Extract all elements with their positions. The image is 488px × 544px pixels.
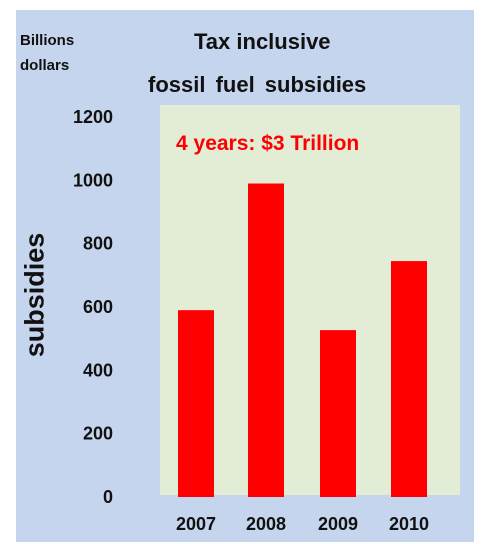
bar-2007 — [178, 310, 214, 497]
bar-2010 — [391, 261, 427, 497]
y-tick-label-200: 200 — [83, 424, 113, 444]
y-tick-label-400: 400 — [83, 360, 113, 380]
x-tick-label-2009: 2009 — [318, 514, 358, 534]
bar-2008 — [248, 183, 284, 497]
chart-title-line-1: Tax inclusive — [194, 29, 331, 54]
units-label-line-2: dollars — [20, 57, 70, 74]
y-tick-label-1200: 1200 — [73, 107, 113, 127]
chart-title-line-2: fossil fuel subsidies — [148, 72, 367, 97]
bar-2009 — [320, 330, 356, 497]
y-tick-label-600: 600 — [83, 297, 113, 317]
y-tick-label-0: 0 — [103, 487, 113, 507]
y-tick-label-800: 800 — [83, 234, 113, 254]
x-tick-label-2010: 2010 — [389, 514, 429, 534]
x-tick-label-2007: 2007 — [176, 514, 216, 534]
y-tick-label-1000: 1000 — [73, 170, 113, 190]
x-tick-label-2008: 2008 — [246, 514, 286, 534]
annotation-total: 4 years: $3 Trillion — [176, 132, 359, 155]
units-label-line-1: Billions — [20, 32, 75, 49]
